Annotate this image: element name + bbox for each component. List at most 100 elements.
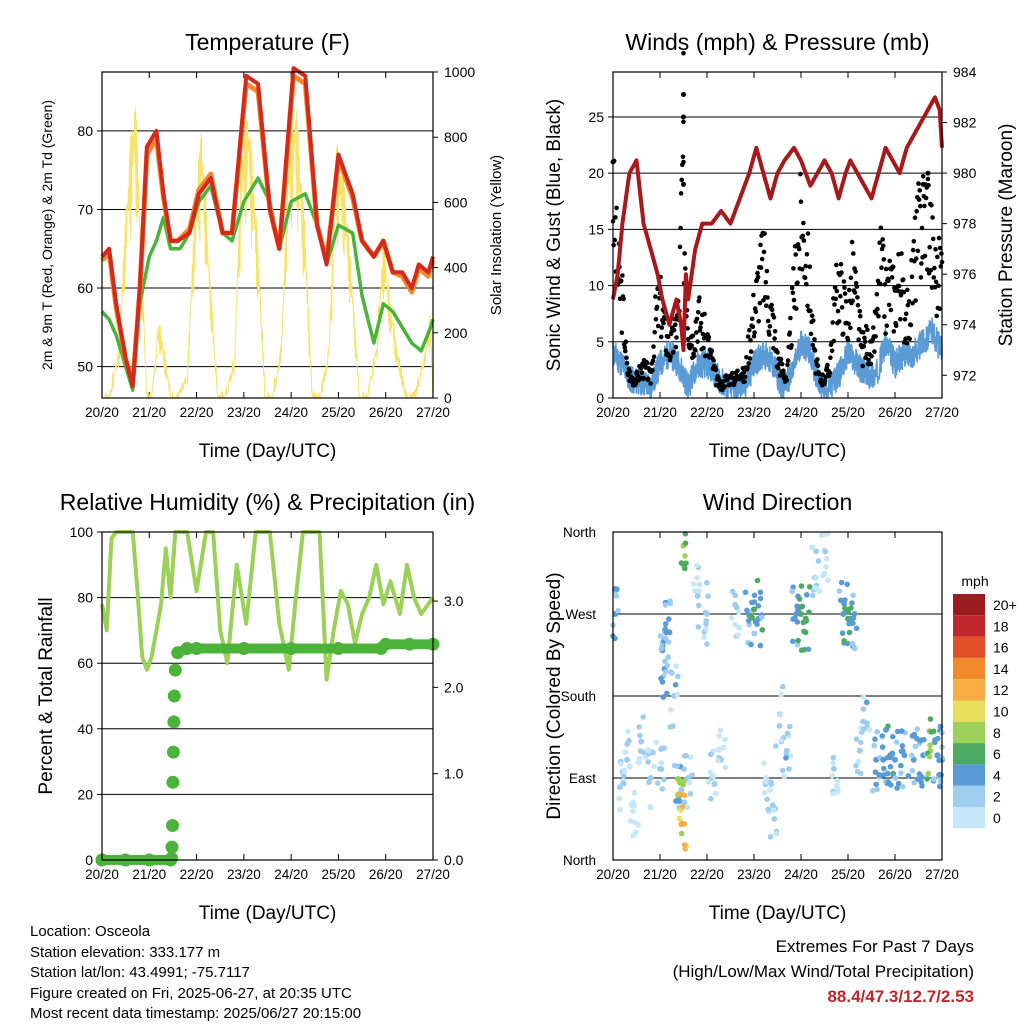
wind-direction-point	[887, 763, 894, 770]
gust-point	[869, 354, 874, 359]
gust-point	[677, 244, 683, 250]
gust-point	[711, 357, 716, 363]
wind-direction-point	[657, 633, 664, 639]
wind-direction-point	[771, 807, 777, 814]
gust-point	[882, 282, 888, 287]
wind-direction-point	[692, 588, 698, 594]
gust-point	[925, 176, 931, 182]
plot-border	[612, 531, 943, 861]
gust-point	[871, 325, 876, 330]
wind-direction-point	[805, 646, 812, 653]
wind-direction-point	[830, 765, 837, 772]
wind-direction-point	[936, 757, 942, 764]
gust-point	[805, 231, 811, 236]
wind-direction-point	[823, 564, 829, 570]
gust-point	[698, 320, 704, 326]
gust-point	[842, 291, 848, 296]
gust-point	[878, 225, 884, 231]
wind-direction-point	[813, 575, 820, 581]
gust-point	[781, 368, 786, 374]
gust-point	[661, 320, 666, 326]
x-axis-label: Time (Day/UTC)	[709, 441, 847, 462]
wind-direction-point	[635, 759, 642, 766]
wind-direction-point	[627, 818, 634, 824]
gust-point	[671, 349, 676, 355]
gust-point	[791, 297, 797, 303]
gust-point	[845, 337, 851, 343]
gust-point	[877, 240, 882, 245]
gust-point	[758, 265, 764, 270]
gust-point	[937, 245, 943, 251]
wind-direction-point	[918, 779, 925, 785]
wind-direction-point	[638, 738, 645, 745]
wind-direction-point	[773, 831, 780, 837]
gust-point	[862, 335, 867, 341]
x-tick-label: 26/20	[878, 405, 912, 420]
legend-swatch	[953, 594, 985, 616]
gust-point	[757, 300, 763, 306]
wind-direction-point	[898, 762, 904, 769]
precip-point	[190, 642, 204, 655]
wind-direction-point	[851, 645, 858, 652]
gust-point	[901, 289, 907, 295]
wind-direction-point	[751, 592, 758, 599]
gust-point	[789, 285, 795, 291]
gust-point	[689, 343, 694, 349]
gust-point	[889, 275, 895, 280]
wind-direction-point	[804, 592, 810, 598]
legend-swatch	[953, 636, 985, 658]
gust-point	[865, 327, 870, 333]
gust-point	[841, 331, 846, 337]
gust-point	[822, 378, 828, 384]
x-tick-label: 27/20	[416, 405, 450, 420]
wind-direction-point	[757, 589, 764, 596]
wind-direction-point	[765, 806, 772, 812]
x-tick-label: 20/20	[85, 867, 119, 882]
wind-direction-point	[721, 744, 727, 751]
wind-direction-point	[851, 611, 858, 617]
y2-axis-label: Station Pressure (Maroon)	[996, 124, 1017, 347]
wind-direction-point	[664, 690, 670, 697]
gust-point	[752, 330, 757, 335]
wind-direction-point	[637, 748, 644, 754]
gust-point	[779, 361, 785, 367]
wind-direction-point	[846, 629, 853, 636]
wind-direction-point	[912, 743, 919, 750]
wind-direction-point	[853, 762, 859, 769]
x-tick-label: 21/20	[132, 867, 166, 882]
created-text: Figure created on Fri, 2025-06-27, at 20…	[30, 984, 352, 1002]
gust-point	[674, 335, 679, 340]
gust-point	[880, 237, 885, 242]
legend-label: 4	[993, 767, 1001, 783]
x-tick-label: 24/20	[784, 405, 818, 420]
legend-label: 12	[993, 682, 1009, 698]
gust-point	[650, 358, 656, 364]
gust-point	[902, 317, 908, 322]
wind-direction-point	[860, 694, 867, 700]
gust-point	[622, 345, 628, 350]
gust-point	[717, 378, 722, 383]
legend-swatch	[953, 679, 985, 701]
wind-direction-point	[736, 624, 743, 631]
gust-point	[855, 303, 861, 308]
wind-direction-point	[617, 807, 623, 813]
wind-direction-point	[668, 707, 674, 713]
wind-direction-point	[757, 642, 764, 649]
precip-point	[166, 819, 179, 832]
wind-direction-point	[645, 759, 651, 765]
wind-direction-point	[694, 562, 700, 568]
precip-point	[167, 689, 181, 703]
x-tick-label: 27/20	[925, 867, 959, 882]
wind-direction-point	[873, 781, 879, 788]
wind-direction-point	[836, 588, 843, 594]
wind-direction-point	[722, 736, 728, 743]
wind-direction-point	[816, 588, 823, 595]
wind-direction-point	[710, 773, 717, 779]
wind-direction-point	[748, 641, 754, 648]
wind-direction-point	[858, 739, 864, 746]
wind-direction-point	[751, 630, 758, 637]
gust-point	[695, 339, 700, 344]
wind-direction-point	[802, 629, 809, 636]
gust-point	[881, 257, 887, 262]
legend-label: 20+	[993, 597, 1017, 613]
